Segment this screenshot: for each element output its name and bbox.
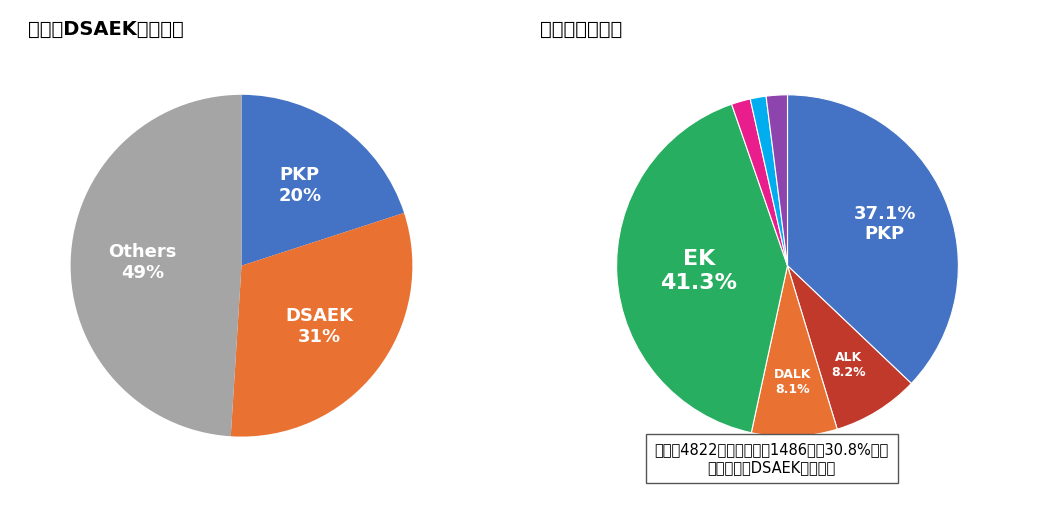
Wedge shape [70, 95, 242, 436]
Text: 前回のDSAEK全国調査: 前回のDSAEK全国調査 [28, 20, 184, 40]
Wedge shape [766, 95, 788, 266]
Text: 全体（4822件）のうち、1486件（30.8%）が
内皮移植（DSAEK）だった: 全体（4822件）のうち、1486件（30.8%）が 内皮移植（DSAEK）だっ… [654, 442, 889, 475]
Text: DALK
8.1%: DALK 8.1% [774, 368, 811, 396]
Wedge shape [788, 95, 959, 383]
Wedge shape [242, 95, 404, 266]
Text: EK
41.3%: EK 41.3% [660, 250, 737, 293]
Wedge shape [732, 99, 788, 266]
Text: PKP
20%: PKP 20% [278, 166, 321, 205]
Wedge shape [788, 266, 911, 429]
Wedge shape [231, 213, 413, 437]
Text: ALK
8.2%: ALK 8.2% [832, 351, 866, 379]
Text: Others
49%: Others 49% [108, 243, 176, 282]
Text: DSAEK
31%: DSAEK 31% [286, 307, 354, 346]
Wedge shape [751, 266, 837, 437]
Wedge shape [616, 104, 788, 433]
Wedge shape [750, 96, 788, 266]
Text: 37.1%
PKP: 37.1% PKP [854, 205, 916, 243]
Text: 今回の全国調査: 今回の全国調査 [540, 20, 622, 40]
